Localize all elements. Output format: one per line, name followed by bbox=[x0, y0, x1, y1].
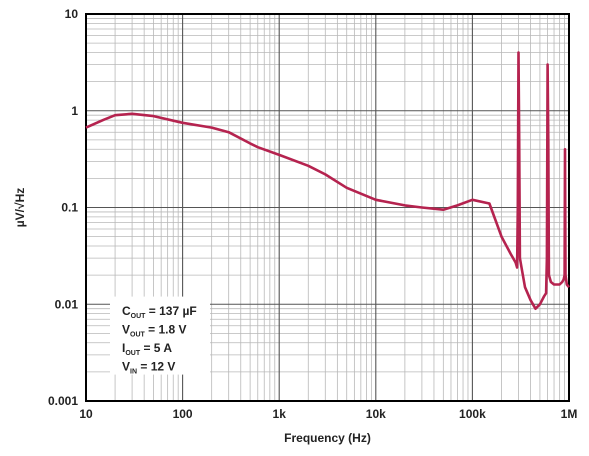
y-tick-label: 0.01 bbox=[55, 297, 79, 311]
annotation-line: VIN = 12 V bbox=[122, 360, 175, 376]
x-tick-label: 10 bbox=[79, 407, 93, 421]
x-tick-labels: 10 100 1k 10k 100k 1M bbox=[79, 407, 577, 421]
y-tick-label: 1 bbox=[71, 104, 78, 118]
plot-frame bbox=[85, 13, 570, 402]
x-tick-label: 10k bbox=[366, 407, 386, 421]
y-tick-label: 0.1 bbox=[61, 201, 78, 215]
x-axis-label: Frequency (Hz) bbox=[284, 431, 371, 445]
annotation-text: COUT = 137 µF VOUT = 1.8 V IOUT = 5 A VIN =… bbox=[122, 304, 197, 376]
annotation-box bbox=[110, 296, 210, 375]
x-tick-label: 100k bbox=[459, 407, 486, 421]
y-tick-label: 10 bbox=[65, 7, 79, 21]
annotation-line: IOUT = 5 A bbox=[122, 341, 172, 357]
annotation-line: VOUT = 1.8 V bbox=[122, 323, 187, 339]
noise-curve bbox=[85, 51, 571, 310]
x-tick-label: 1k bbox=[273, 407, 287, 421]
x-tick-label: 1M bbox=[561, 407, 578, 421]
y-axis-label: µV/√Hz bbox=[13, 188, 27, 228]
y-tick-label: 0.001 bbox=[48, 394, 78, 408]
grid bbox=[85, 13, 570, 402]
annotation-line: COUT = 137 µF bbox=[122, 304, 197, 320]
x-tick-label: 100 bbox=[173, 407, 193, 421]
y-tick-labels: 10 1 0.1 0.01 0.001 bbox=[48, 7, 78, 408]
